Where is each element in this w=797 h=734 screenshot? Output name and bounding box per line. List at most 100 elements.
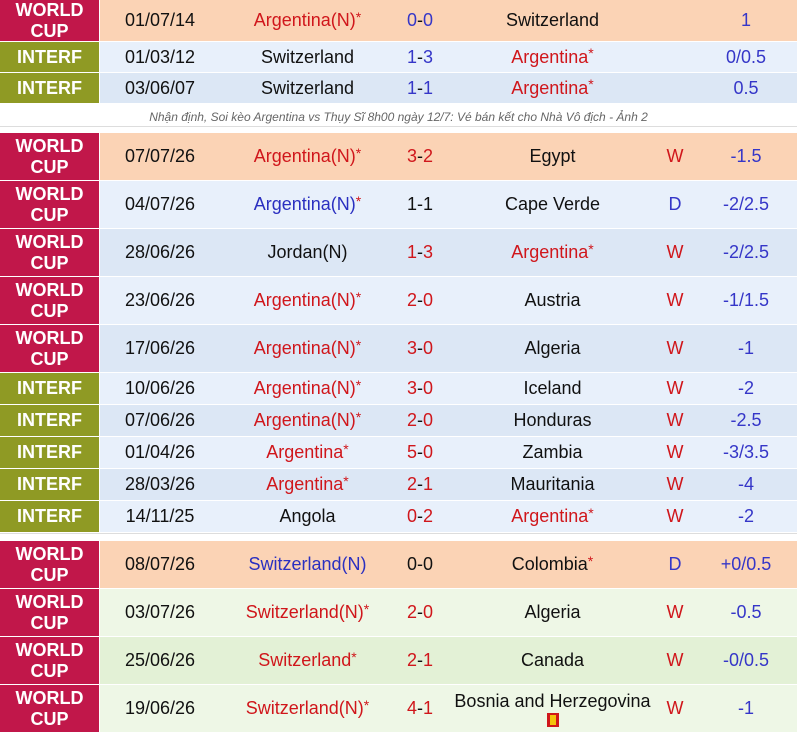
- match-result: D: [668, 194, 682, 214]
- match-row: INTERF 14/11/25 Angola 0-2 Argentina * W -2: [0, 501, 797, 533]
- match-row: WORLD CUP 28/06/26 Jordan(N) 1-3 Argentina * W…: [0, 229, 797, 277]
- match-result: D: [668, 554, 682, 574]
- home-team: Argentina(N) *: [220, 325, 395, 372]
- home-team-name: Argentina(N): [253, 290, 356, 310]
- match-score: 0-0: [395, 0, 445, 41]
- home-team: Argentina *: [220, 437, 395, 468]
- home-team-name: Argentina: [266, 442, 344, 462]
- home-team-name: Switzerland(N): [245, 698, 364, 718]
- league-badge: INTERF: [0, 73, 100, 103]
- match-result: W: [666, 698, 684, 718]
- home-team: Switzerland(N) *: [220, 685, 395, 732]
- home-team: Argentina(N) *: [220, 133, 395, 180]
- handicap-odds: -0/0.5: [722, 650, 770, 670]
- match-row: WORLD CUP 19/06/26 Switzerland(N) * 4-1 Bosni…: [0, 685, 797, 733]
- away-team-name: Argentina: [511, 77, 589, 98]
- favorite-star-marker: *: [355, 192, 362, 209]
- match-score: 2-1: [395, 469, 445, 500]
- favorite-star-marker: *: [363, 696, 370, 713]
- handicap-odds: +0/0.5: [720, 554, 772, 574]
- match-result: W: [666, 410, 684, 430]
- match-date: 28/03/26: [124, 474, 196, 494]
- score-separator: -: [417, 194, 423, 214]
- match-result: W: [666, 650, 684, 670]
- card-icon: [546, 712, 559, 727]
- handicap-odds: -3/3.5: [722, 442, 770, 462]
- match-result: W: [666, 602, 684, 622]
- away-team: Argentina *: [445, 73, 660, 103]
- score-home: 5: [406, 442, 417, 462]
- favorite-star-marker: *: [355, 144, 362, 161]
- home-team-name: Argentina(N): [253, 378, 356, 398]
- home-team: Argentina(N) *: [220, 0, 395, 41]
- score-home: 2: [406, 290, 417, 310]
- match-score: 2-0: [395, 277, 445, 324]
- match-row: INTERF 28/03/26 Argentina * 2-1 Mauritania W -4: [0, 469, 797, 501]
- away-team-name: Bosnia and Herzegovina: [454, 690, 651, 711]
- match-date: 25/06/26: [124, 650, 196, 670]
- away-team-name: Argentina: [511, 46, 589, 67]
- home-team: Argentina(N) *: [220, 277, 395, 324]
- favorite-star-marker: *: [355, 288, 362, 305]
- match-date: 14/11/25: [125, 506, 195, 526]
- handicap-odds: -1/1.5: [722, 290, 770, 310]
- score-away: 2: [423, 506, 434, 526]
- match-score: 0-2: [395, 501, 445, 532]
- match-score: 4-1: [395, 685, 445, 732]
- match-score: 1-3: [395, 42, 445, 72]
- home-team: Switzerland *: [220, 637, 395, 684]
- away-team-name: Colombia: [511, 554, 588, 574]
- away-team-name: Cape Verde: [504, 194, 601, 214]
- score-away: 0: [423, 442, 434, 462]
- home-team-name: Argentina(N): [253, 146, 356, 166]
- score-separator: -: [417, 442, 423, 462]
- away-team: Honduras: [445, 405, 660, 436]
- argentina-recent-form-table: WORLD CUP 07/07/26 Argentina(N) * 3-2 Egypt W -…: [0, 133, 797, 533]
- match-result: W: [666, 378, 684, 398]
- favorite-star-marker: *: [588, 504, 594, 521]
- score-away: 1: [423, 650, 434, 670]
- score-away: 0: [423, 10, 434, 30]
- match-result: W: [666, 242, 684, 262]
- away-team-name: Canada: [520, 650, 585, 670]
- match-result: W: [666, 442, 684, 462]
- score-away: 1: [423, 77, 434, 98]
- match-result: W: [666, 290, 684, 310]
- match-date: 03/06/07: [124, 77, 196, 98]
- match-result: [655, 73, 695, 103]
- match-row: WORLD CUP 01/07/14 Argentina(N) * 0-0 Switzer…: [0, 0, 797, 42]
- score-separator: -: [417, 698, 423, 718]
- match-row: INTERF 07/06/26 Argentina(N) * 2-0 Honduras W -…: [0, 405, 797, 437]
- away-team: Mauritania: [445, 469, 660, 500]
- score-away: 1: [423, 474, 434, 494]
- match-result: W: [666, 338, 684, 358]
- home-team: Argentina(N) *: [220, 405, 395, 436]
- favorite-star-marker: *: [588, 76, 594, 92]
- score-separator: -: [417, 290, 423, 310]
- home-team-name: Argentina: [266, 474, 344, 494]
- match-score: 0-0: [395, 541, 445, 588]
- away-team: Argentina *: [445, 501, 660, 532]
- match-score: 3-2: [395, 133, 445, 180]
- match-score: 1-1: [395, 73, 445, 103]
- score-away: 1: [423, 698, 434, 718]
- match-row: WORLD CUP 08/07/26 Switzerland(N) 0-0 Colomb…: [0, 541, 797, 589]
- score-home: 2: [406, 650, 417, 670]
- score-away: 0: [423, 554, 434, 574]
- away-team: Argentina *: [445, 42, 660, 72]
- away-team: Austria: [445, 277, 660, 324]
- favorite-star-marker: *: [363, 600, 370, 617]
- away-team: Egypt: [445, 133, 660, 180]
- score-home: 2: [406, 474, 417, 494]
- match-score: 3-0: [395, 325, 445, 372]
- away-team-line: Bosnia and Herzegovina: [454, 691, 650, 711]
- favorite-star-marker: *: [355, 408, 362, 425]
- home-team: Switzerland: [220, 73, 395, 103]
- score-away: 0: [423, 378, 434, 398]
- away-team-name: Argentina: [511, 242, 589, 262]
- score-away: 0: [423, 338, 434, 358]
- league-badge: WORLD CUP: [0, 277, 100, 324]
- score-away: 0: [423, 410, 434, 430]
- match-date: 01/04/26: [124, 442, 196, 462]
- match-row: INTERF 03/06/07 Switzerland 1-1 Argentina * 0.…: [0, 73, 797, 104]
